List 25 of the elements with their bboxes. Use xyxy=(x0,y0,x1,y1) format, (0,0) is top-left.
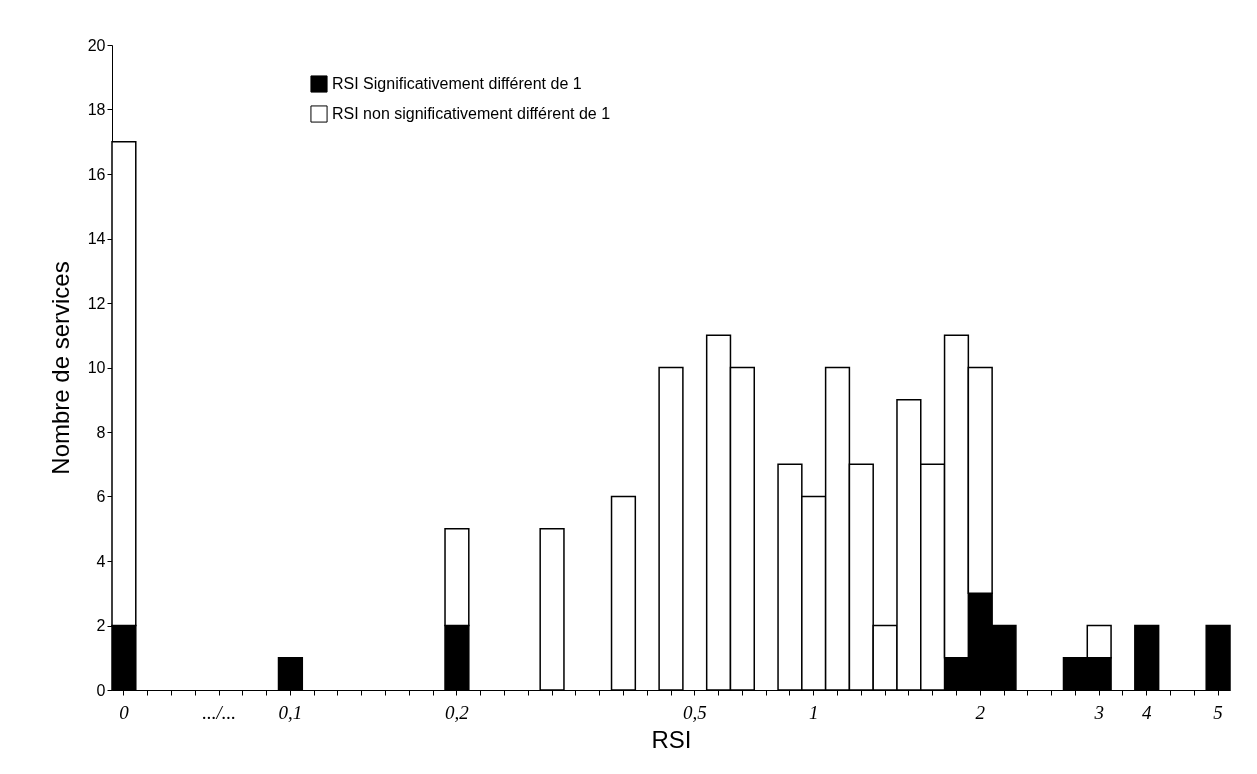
y-tick-label: 2 xyxy=(96,617,106,634)
x-tick-label: 0,5 xyxy=(682,701,707,723)
x-tick-label: .../... xyxy=(202,701,236,723)
x-tick-label: 1 xyxy=(808,701,819,723)
y-tick-label: 16 xyxy=(87,165,106,183)
x-tick-label: 0,1 xyxy=(278,701,303,723)
y-tick-label: 20 xyxy=(87,36,106,54)
x-tick-label: 0,2 xyxy=(445,701,470,723)
x-tick-label: 0 xyxy=(119,701,130,723)
x-tick-label: 2 xyxy=(975,701,986,723)
y-tick-label: 12 xyxy=(87,294,106,312)
x-axis-title: RSI xyxy=(651,725,692,753)
y-tick-label: 6 xyxy=(96,488,106,505)
y-axis-title: Nombre de services xyxy=(46,261,74,475)
y-tick-label: 0 xyxy=(96,681,106,699)
y-tick-label: 18 xyxy=(87,101,106,118)
x-tick-label: 3 xyxy=(1093,701,1104,723)
legend-label: RSI non significativement différent de 1 xyxy=(332,105,611,122)
x-tick-label: 4 xyxy=(1141,701,1152,723)
y-tick-label: 8 xyxy=(96,423,106,441)
y-tick-label: 4 xyxy=(96,552,106,570)
legend-label: RSI Significativement différent de 1 xyxy=(332,75,582,92)
y-tick-label: 14 xyxy=(87,230,106,247)
x-tick-label: 5 xyxy=(1213,701,1223,723)
y-tick-label: 10 xyxy=(87,359,106,376)
